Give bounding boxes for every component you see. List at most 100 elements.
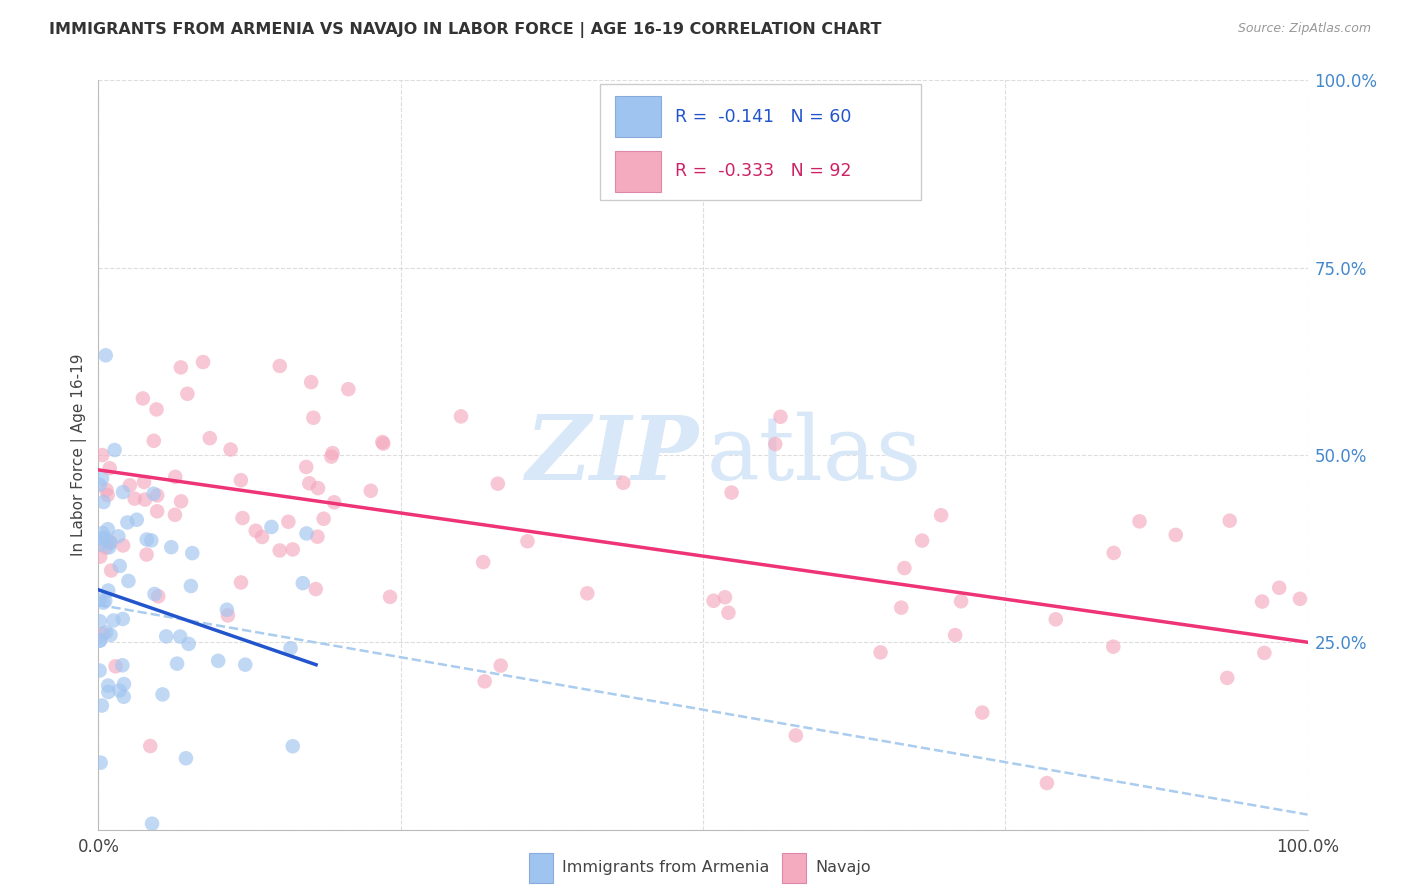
Text: R =  -0.141   N = 60: R = -0.141 N = 60	[675, 108, 852, 126]
Point	[117, 574, 139, 588]
Point	[112, 690, 135, 704]
Point	[198, 431, 221, 445]
Point	[720, 485, 742, 500]
Point	[98, 541, 121, 555]
Point	[94, 541, 117, 555]
Point	[93, 596, 115, 610]
Point	[98, 536, 121, 550]
Point	[97, 488, 120, 502]
Point	[360, 483, 382, 498]
Y-axis label: In Labor Force | Age 16-19: In Labor Force | Age 16-19	[72, 353, 87, 557]
Point	[763, 437, 786, 451]
Point	[90, 531, 112, 545]
Point	[612, 475, 634, 490]
Point	[94, 348, 117, 362]
Point	[160, 540, 183, 554]
Point	[93, 495, 115, 509]
Point	[146, 504, 169, 518]
Point	[191, 355, 214, 369]
Point	[260, 520, 283, 534]
Point	[124, 491, 146, 506]
Point	[337, 382, 360, 396]
Point	[170, 494, 193, 508]
Point	[305, 582, 328, 596]
Point	[155, 629, 177, 643]
Text: IMMIGRANTS FROM ARMENIA VS NAVAJO IN LABOR FORCE | AGE 16-19 CORRELATION CHART: IMMIGRANTS FROM ARMENIA VS NAVAJO IN LAB…	[49, 22, 882, 38]
Text: atlas: atlas	[707, 411, 922, 499]
Point	[281, 542, 304, 557]
Point	[950, 594, 973, 608]
Text: ZIP: ZIP	[526, 412, 699, 498]
Point	[132, 475, 155, 489]
Point	[142, 486, 165, 500]
Point	[146, 488, 169, 502]
Point	[1216, 671, 1239, 685]
Point	[323, 495, 346, 509]
Point	[163, 508, 186, 522]
Point	[112, 677, 135, 691]
Point	[373, 436, 395, 450]
Point	[277, 515, 299, 529]
Point	[1219, 514, 1241, 528]
FancyBboxPatch shape	[600, 84, 921, 200]
Point	[371, 435, 394, 450]
Point	[1251, 594, 1274, 608]
Point	[207, 654, 229, 668]
Point	[91, 472, 114, 486]
Bar	[614, 96, 661, 137]
Point	[869, 645, 891, 659]
Point	[125, 513, 148, 527]
Point	[1102, 546, 1125, 560]
Point	[89, 538, 111, 552]
Point	[90, 698, 112, 713]
Point	[89, 614, 111, 628]
Point	[91, 526, 114, 541]
Point	[232, 511, 254, 525]
Point	[89, 478, 111, 492]
Point	[98, 461, 121, 475]
Point	[929, 508, 952, 523]
Point	[516, 534, 538, 549]
Point	[785, 729, 807, 743]
Point	[118, 478, 141, 492]
Point	[322, 446, 344, 460]
Point	[89, 549, 111, 564]
Point	[489, 658, 512, 673]
Point	[245, 524, 267, 538]
Point	[714, 591, 737, 605]
Point	[89, 664, 111, 678]
Point	[134, 492, 156, 507]
Point	[100, 564, 122, 578]
Point	[312, 512, 335, 526]
Point	[111, 658, 134, 673]
Point	[233, 657, 256, 672]
Point	[108, 558, 131, 573]
Point	[250, 530, 273, 544]
Point	[112, 538, 135, 552]
Point	[174, 751, 197, 765]
Point	[97, 679, 120, 693]
Point	[135, 548, 157, 562]
Point	[104, 659, 127, 673]
Point	[474, 674, 496, 689]
Text: Immigrants from Armenia: Immigrants from Armenia	[562, 861, 769, 875]
Point	[280, 641, 302, 656]
Point	[152, 687, 174, 701]
Point	[108, 683, 131, 698]
Point	[295, 459, 318, 474]
Point	[141, 533, 163, 548]
Point	[1045, 612, 1067, 626]
Point	[911, 533, 934, 548]
Point	[135, 533, 157, 547]
Point	[103, 614, 125, 628]
Point	[94, 593, 117, 607]
Point	[291, 576, 314, 591]
Point	[890, 600, 912, 615]
Point	[98, 534, 121, 549]
Point	[269, 359, 291, 373]
Point	[299, 375, 322, 389]
Point	[302, 410, 325, 425]
Point	[176, 386, 198, 401]
Point	[89, 592, 111, 607]
Point	[89, 633, 111, 648]
